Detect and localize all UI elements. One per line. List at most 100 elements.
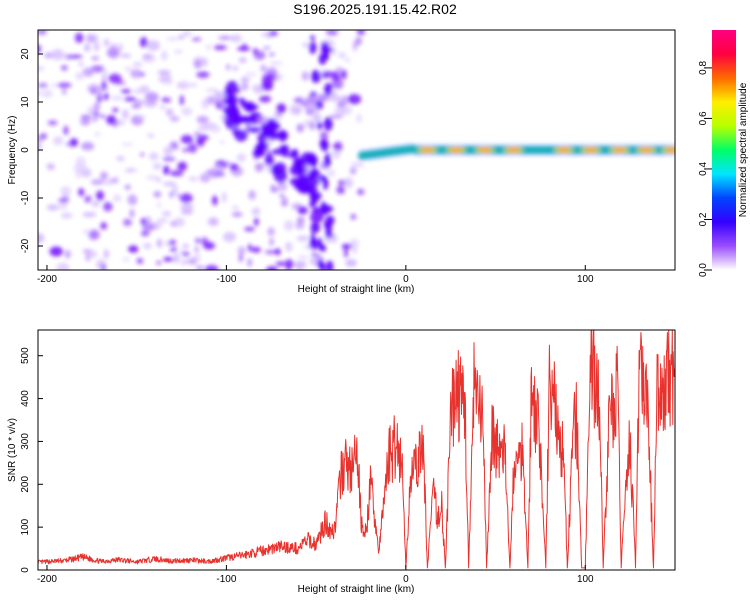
spectral-blob [49, 246, 63, 257]
spectral-blob [350, 161, 365, 168]
spectral-blob [80, 116, 91, 126]
spectral-blob [176, 81, 190, 90]
spectral-blob [255, 163, 263, 173]
spectral-blob [336, 185, 346, 195]
spectral-blob [324, 155, 331, 168]
spectral-blob [64, 249, 71, 259]
spectral-blob [254, 217, 259, 227]
spectral-blob [269, 237, 275, 246]
spectral-blob [102, 74, 107, 82]
snr-frame [37, 329, 676, 571]
spectral-blob [338, 52, 346, 59]
spectral-blob [121, 142, 134, 146]
spectral-blob [91, 88, 96, 95]
spectral-blob [325, 260, 334, 270]
spectral-blob [309, 41, 317, 54]
spectral-blob [319, 131, 329, 141]
spectral-blob [124, 168, 138, 173]
spectral-blob [241, 82, 249, 91]
spectral-blob [131, 103, 142, 109]
spectral-blob [109, 178, 119, 182]
spectral-blob [156, 261, 162, 265]
spectral-blob [106, 115, 117, 125]
spectral-blob [124, 184, 131, 190]
spectral-blob [205, 44, 212, 50]
spectral-blob [101, 264, 106, 270]
spectral-blob [214, 94, 221, 103]
spectral-blob [309, 121, 316, 131]
spectral-blob [163, 165, 170, 175]
spectral-blob [301, 71, 310, 81]
spectral-blob [251, 246, 261, 253]
spectrogram-image [38, 30, 675, 270]
spectral-blob [310, 35, 315, 41]
spectral-blob [251, 207, 261, 216]
spectral-blob [343, 247, 349, 259]
spectral-blob [130, 69, 143, 79]
spectral-blob [229, 163, 239, 171]
spectral-blob [331, 78, 344, 90]
spectral-blob [251, 84, 265, 91]
figure-title: S196.2025.191.15.42.R02 [293, 1, 457, 17]
spectral-blob [196, 265, 204, 270]
spectral-blob [311, 252, 319, 258]
spectral-blob [267, 118, 277, 130]
spectral-blob [163, 257, 174, 262]
spectral-blob [146, 175, 160, 180]
spectrogram-y-tick-label: 0 [20, 147, 31, 153]
spectral-blob [159, 74, 170, 85]
spectral-blob [50, 83, 60, 87]
spectral-blob [270, 164, 279, 176]
spectral-blob [135, 115, 146, 119]
spectral-blob [250, 112, 262, 118]
spectral-blob [169, 170, 184, 177]
spectral-blob [176, 193, 182, 199]
spectral-blob [110, 95, 124, 101]
spectral-blob [226, 80, 239, 95]
spectrogram-y-ticks: -20 -10 0 10 20 [20, 48, 43, 253]
spectral-blob [180, 203, 194, 211]
spectral-blob [82, 229, 90, 235]
spectral-blob [261, 82, 274, 91]
spectral-blob [197, 134, 209, 141]
spectral-blob [41, 89, 53, 98]
spectral-blob [349, 167, 357, 175]
spectral-blob [206, 95, 217, 105]
spectral-blob [268, 30, 278, 37]
spectral-blob [38, 89, 41, 97]
spectral-blob [350, 215, 359, 219]
spectral-blob [204, 265, 219, 270]
spectral-blob [166, 37, 180, 41]
spectral-blob [319, 139, 325, 148]
spectral-blob [221, 192, 227, 203]
spectral-blob [181, 209, 193, 215]
spectral-blob [221, 161, 233, 167]
spectral-blob [296, 123, 304, 133]
spectral-blob [263, 46, 271, 50]
spectral-blob [267, 227, 275, 236]
spectral-blob [169, 115, 180, 122]
spectral-blob [192, 254, 202, 261]
spectral-blob [277, 183, 288, 192]
spectral-blob [153, 191, 162, 198]
spectral-blob [103, 93, 110, 101]
spectral-blob [341, 243, 353, 250]
snr-panel: -200 -100 0 100 0 100 200 300 400 500 Height of … [7, 329, 676, 595]
spectral-blob [231, 205, 239, 210]
spectral-blob [332, 233, 338, 244]
spectral-blob [85, 34, 96, 44]
spectral-blob [356, 114, 363, 123]
spectral-blob [120, 54, 132, 58]
spectrogram-y-axis-label: Frequency (Hz) [7, 116, 18, 185]
spectral-blob [226, 97, 235, 103]
spectral-blob [242, 42, 247, 51]
spectral-blob [160, 50, 168, 61]
spectral-blob [325, 232, 334, 238]
spectral-blob [121, 109, 129, 120]
spectral-blob [297, 185, 311, 194]
spectral-blob [96, 190, 105, 201]
spectral-blob [297, 255, 309, 260]
spectral-blob [310, 212, 324, 223]
spectral-blob [310, 222, 321, 234]
